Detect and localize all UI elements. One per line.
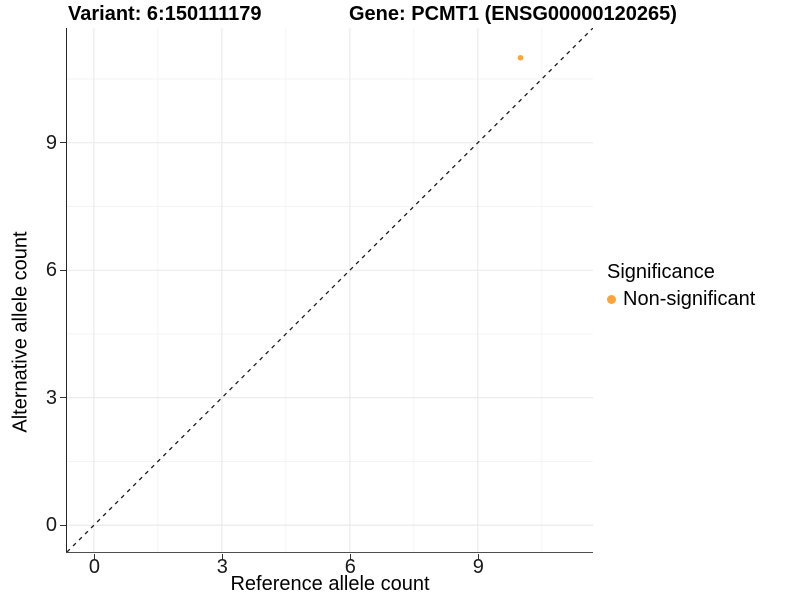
legend-label: Non-significant — [623, 288, 756, 310]
y-tick-mark — [60, 269, 66, 271]
x-tick-mark — [349, 553, 351, 560]
y-tick-mark — [60, 397, 66, 399]
legend-point-icon — [607, 295, 616, 304]
x-tick-label: 0 — [88, 556, 100, 578]
identity-line — [67, 28, 593, 552]
legend-title: Significance — [607, 261, 715, 283]
plot-panel — [66, 28, 593, 553]
x-axis-title: Reference allele count — [230, 573, 430, 595]
y-tick-label: 0 — [45, 514, 57, 537]
y-tick-label: 3 — [45, 386, 57, 409]
x-tick-label: 3 — [216, 556, 228, 578]
x-tick-mark — [221, 553, 223, 560]
x-tick-label: 6 — [344, 556, 356, 578]
legend-entries: Non-significant — [607, 288, 755, 311]
plot-canvas — [67, 28, 593, 552]
data-point — [517, 54, 524, 61]
variant-title: Variant: 6:150111179 — [68, 3, 262, 25]
legend-entry: Non-significant — [607, 288, 755, 311]
legend: Significance Non-significant — [607, 261, 755, 311]
y-tick-mark — [60, 142, 66, 144]
x-tick-mark — [93, 553, 96, 560]
y-tick-label: 9 — [45, 131, 57, 154]
gene-title: Gene: PCMT1 (ENSG00000120265) — [349, 3, 677, 25]
x-tick-label: 9 — [472, 556, 484, 578]
y-tick-mark — [60, 524, 66, 526]
x-tick-mark — [477, 553, 479, 560]
y-tick-label: 6 — [45, 259, 57, 282]
